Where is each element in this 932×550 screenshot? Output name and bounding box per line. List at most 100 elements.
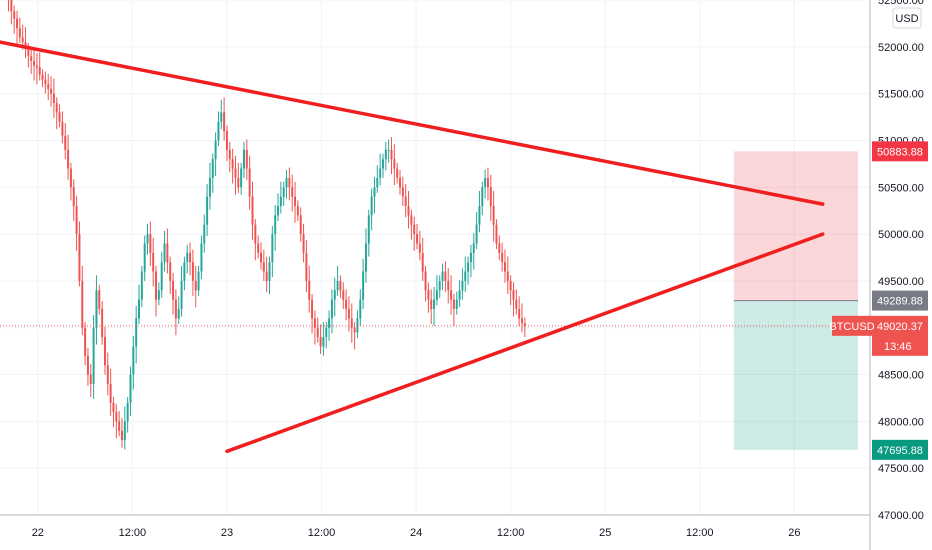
candle-body: [240, 168, 243, 188]
currency-badge[interactable]: USD: [892, 7, 922, 29]
candle-body: [339, 280, 342, 291]
candle-body: [84, 327, 87, 356]
candle-body: [316, 327, 319, 338]
candle-body: [265, 271, 268, 281]
candle-body: [401, 187, 404, 197]
currency-label: USD: [895, 13, 918, 25]
entry-price-label: 49289.88: [877, 296, 923, 308]
candle-body: [438, 280, 441, 291]
candle-body: [211, 159, 214, 178]
x-tick-label: 12:00: [686, 527, 714, 539]
candle-body: [220, 112, 223, 122]
candle-body: [313, 318, 316, 328]
candle-body: [126, 402, 129, 422]
candle-body: [478, 206, 481, 225]
candle-body: [379, 168, 382, 178]
candle-body: [140, 271, 143, 300]
candle-body: [333, 290, 336, 300]
candle-body: [92, 327, 95, 384]
candle-body: [16, 18, 19, 29]
candle-body: [424, 271, 427, 291]
stop-price-label: 50883.88: [877, 146, 923, 158]
candle-body: [177, 309, 180, 319]
candle-body: [359, 299, 362, 319]
candle-body: [373, 187, 376, 197]
candle-body: [370, 196, 373, 216]
candle-body: [206, 196, 209, 225]
candle-body: [523, 323, 526, 326]
candle-body: [257, 243, 260, 253]
candle-body: [81, 280, 84, 328]
candle-body: [322, 337, 325, 347]
x-tick-label: 12:00: [497, 527, 525, 539]
candle-body: [345, 299, 348, 309]
candle-body: [157, 290, 160, 300]
candle-body: [347, 309, 350, 319]
candle-body: [495, 224, 498, 244]
trendline-lower[interactable]: [225, 232, 825, 454]
candle-body: [319, 337, 322, 347]
candle-body: [118, 421, 121, 431]
candle-body: [251, 196, 254, 225]
candle-body: [52, 93, 55, 103]
candle-body: [390, 149, 393, 160]
candle-body: [197, 271, 200, 291]
candle-body: [464, 271, 467, 281]
y-tick-label: 50000.00: [878, 229, 924, 241]
candle-body: [353, 327, 356, 333]
grid-lines: [0, 0, 870, 516]
candle-body: [101, 309, 104, 338]
candle-body: [404, 196, 407, 206]
candle-body: [189, 252, 192, 263]
candle-body: [129, 374, 132, 403]
candle-body: [447, 280, 450, 291]
candle-body: [30, 56, 33, 61]
candle-body: [364, 243, 367, 272]
candle-body: [242, 149, 245, 169]
trendline-upper[interactable]: [0, 40, 825, 206]
candle-body: [279, 196, 282, 206]
target-price-label: 47695.88: [877, 445, 923, 457]
candle-body: [427, 290, 430, 300]
candle-body: [458, 290, 461, 300]
candle-body: [47, 84, 50, 89]
candle-countdown-label: 13:46: [884, 341, 912, 353]
candle-body: [106, 365, 109, 384]
candle-body: [296, 206, 299, 216]
candle-body: [50, 88, 53, 94]
candle-body: [441, 271, 444, 281]
candle-body: [217, 121, 220, 141]
y-tick-label: 51500.00: [878, 89, 924, 101]
candle-body: [152, 252, 155, 272]
candle-body: [299, 215, 302, 235]
x-tick-label: 26: [788, 527, 800, 539]
candle-body: [362, 271, 365, 300]
candle-body: [183, 262, 186, 281]
candle-body: [149, 234, 152, 253]
candle-body: [399, 177, 402, 188]
candle-body: [200, 243, 203, 272]
candle-body: [138, 299, 141, 319]
candle-body: [509, 280, 512, 291]
y-tick-label: 52000.00: [878, 42, 924, 54]
candle-body: [444, 271, 447, 281]
candle-body: [223, 112, 226, 132]
candle-body: [237, 177, 240, 188]
candle-body: [305, 252, 308, 281]
candle-body: [435, 290, 438, 300]
candle-body: [103, 337, 106, 366]
y-tick-label: 50500.00: [878, 182, 924, 194]
candle-body: [387, 149, 390, 151]
x-tick-label: 12:00: [119, 527, 147, 539]
candle-body: [472, 243, 475, 253]
candle-body: [311, 299, 314, 319]
candle-body: [381, 159, 384, 169]
candle-body: [396, 168, 399, 178]
y-tick-label: 48000.00: [878, 416, 924, 428]
candle-body: [33, 60, 36, 66]
candle-body: [13, 11, 16, 19]
stop-loss-zone[interactable]: [733, 151, 858, 301]
candle-body: [342, 290, 345, 300]
